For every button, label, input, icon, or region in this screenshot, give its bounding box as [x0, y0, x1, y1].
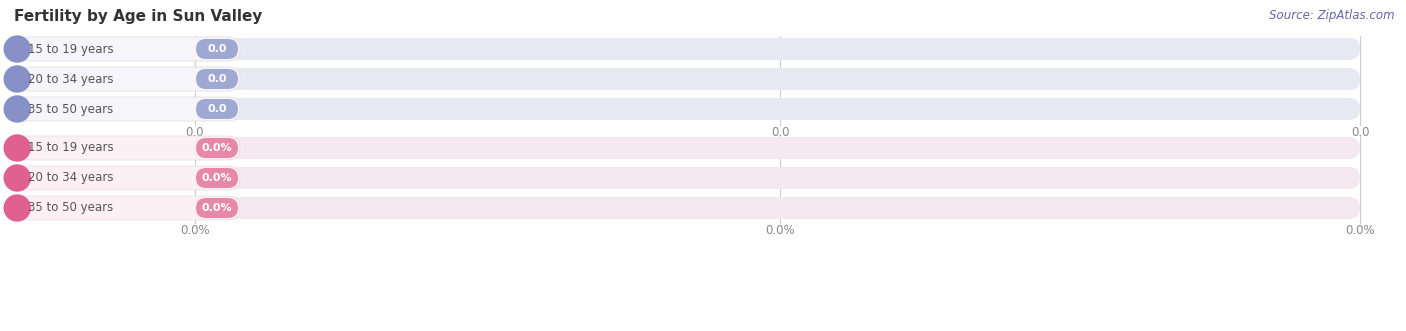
Text: 35 to 50 years: 35 to 50 years — [28, 103, 114, 116]
Text: 20 to 34 years: 20 to 34 years — [28, 171, 114, 184]
FancyBboxPatch shape — [10, 98, 1360, 120]
Text: 0.0%: 0.0% — [201, 143, 232, 153]
Circle shape — [4, 36, 30, 62]
FancyBboxPatch shape — [195, 99, 238, 119]
FancyBboxPatch shape — [10, 167, 1360, 189]
Text: 0.0%: 0.0% — [201, 203, 232, 213]
Circle shape — [4, 66, 30, 92]
Text: 0.0%: 0.0% — [180, 224, 209, 237]
Text: 35 to 50 years: 35 to 50 years — [28, 202, 114, 214]
FancyBboxPatch shape — [10, 196, 240, 220]
Text: 0.0: 0.0 — [207, 44, 226, 54]
Text: 0.0: 0.0 — [1351, 126, 1369, 139]
Circle shape — [4, 165, 30, 191]
Text: 15 to 19 years: 15 to 19 years — [28, 42, 114, 56]
Text: Fertility by Age in Sun Valley: Fertility by Age in Sun Valley — [14, 9, 263, 24]
Text: 0.0: 0.0 — [186, 126, 204, 139]
FancyBboxPatch shape — [10, 137, 1360, 159]
FancyBboxPatch shape — [10, 166, 240, 190]
FancyBboxPatch shape — [10, 97, 240, 121]
FancyBboxPatch shape — [195, 198, 238, 218]
Circle shape — [4, 96, 30, 122]
FancyBboxPatch shape — [10, 67, 240, 91]
Circle shape — [4, 135, 30, 161]
FancyBboxPatch shape — [10, 136, 240, 160]
Circle shape — [4, 195, 30, 221]
FancyBboxPatch shape — [10, 38, 1360, 60]
Text: 0.0: 0.0 — [207, 104, 226, 114]
FancyBboxPatch shape — [195, 39, 238, 59]
FancyBboxPatch shape — [195, 69, 238, 89]
Text: 20 to 34 years: 20 to 34 years — [28, 72, 114, 85]
Text: Source: ZipAtlas.com: Source: ZipAtlas.com — [1270, 9, 1395, 22]
Text: 0.0: 0.0 — [770, 126, 789, 139]
FancyBboxPatch shape — [10, 197, 1360, 219]
Text: 0.0%: 0.0% — [1346, 224, 1375, 237]
FancyBboxPatch shape — [195, 138, 238, 158]
Text: 0.0%: 0.0% — [765, 224, 794, 237]
FancyBboxPatch shape — [10, 68, 1360, 90]
Text: 0.0%: 0.0% — [201, 173, 232, 183]
Text: 0.0: 0.0 — [207, 74, 226, 84]
FancyBboxPatch shape — [195, 168, 238, 188]
Text: 15 to 19 years: 15 to 19 years — [28, 141, 114, 155]
FancyBboxPatch shape — [10, 37, 240, 61]
